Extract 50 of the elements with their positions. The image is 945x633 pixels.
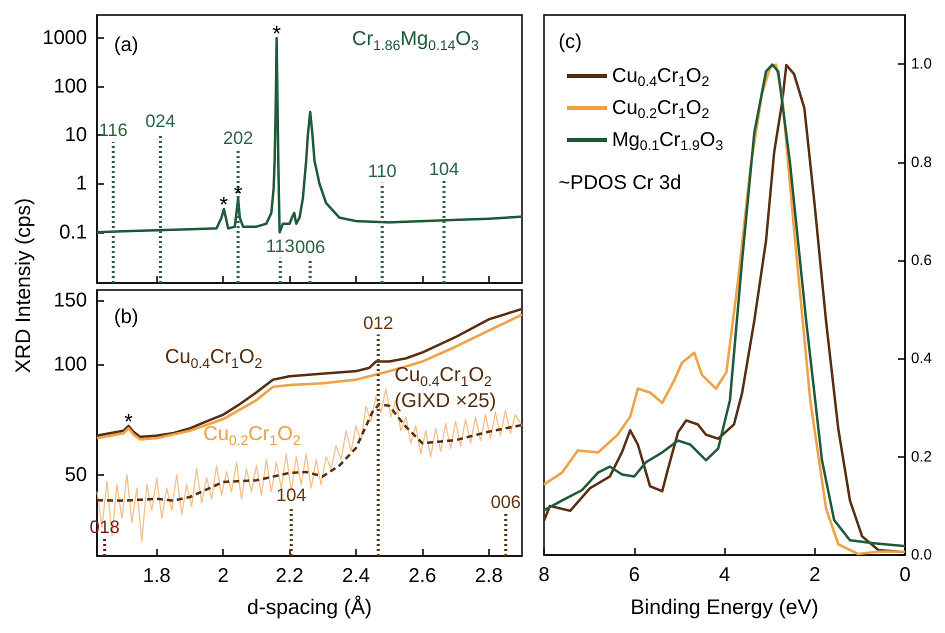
x-tick-label: 2.2 bbox=[276, 565, 304, 587]
y-tick-label: 0.4 bbox=[911, 350, 932, 368]
x-tick-label: 2 bbox=[809, 564, 820, 586]
x-tick-label: 0 bbox=[899, 564, 911, 586]
y-tick-label: 1 bbox=[76, 172, 87, 195]
y-tick-label: 0.1 bbox=[59, 221, 87, 244]
y-axis-title: XRD Intensiy (cps) bbox=[12, 198, 36, 374]
series-label: 104 bbox=[428, 158, 459, 180]
text: Cr$_{1.86}$Mg$_{0.14}$O$_{3}$ bbox=[352, 28, 480, 54]
series-label: 116 bbox=[98, 120, 128, 142]
annotation: * bbox=[220, 192, 228, 218]
x-axis-title: d-spacing (Å) bbox=[247, 596, 372, 620]
y-tick-label: 10 bbox=[64, 124, 87, 146]
annotation: (c) bbox=[558, 31, 582, 54]
y-tick-label: 0.0 bbox=[911, 546, 932, 564]
series-label: 110 bbox=[368, 160, 397, 182]
series-label: 202 bbox=[223, 128, 254, 150]
x-tick-label: 2.4 bbox=[342, 565, 370, 587]
y-tick-label: 0.2 bbox=[911, 448, 932, 466]
y-tick-label: 0.8 bbox=[911, 154, 932, 171]
series-label: 024 bbox=[145, 111, 176, 132]
series-label: 006 bbox=[490, 492, 521, 512]
y-tick-label: 1.0 bbox=[911, 56, 932, 73]
annotation: (b) bbox=[114, 306, 138, 328]
series-label: Cu$_{0.4}$Cr$_{1}$O$_{2}$ (GIXD ×25) bbox=[394, 364, 498, 412]
series-label: 113 bbox=[266, 236, 295, 257]
y-tick-label: 0.6 bbox=[911, 252, 932, 269]
series-label: Cu$_{0.4}$Cr$_{1}$O$_{2}$ bbox=[165, 346, 264, 372]
series-label: 006 bbox=[295, 237, 326, 258]
series-label: 012 bbox=[363, 312, 394, 334]
annotation: (a) bbox=[114, 34, 138, 56]
series-label: 104 bbox=[276, 485, 306, 506]
annotation: * bbox=[124, 408, 133, 434]
x-tick-label: 6 bbox=[628, 564, 640, 586]
x-tick-label: 2.8 bbox=[474, 565, 503, 587]
y-tick-label: 50 bbox=[64, 464, 87, 486]
x-axis-title: Binding Energy (eV) bbox=[630, 596, 818, 620]
y-tick-label: 150 bbox=[54, 289, 87, 312]
x-tick-label: 2 bbox=[218, 565, 229, 587]
x-tick-label: 4 bbox=[718, 564, 730, 586]
x-tick-label: 1.8 bbox=[142, 565, 171, 587]
annotation: * bbox=[272, 20, 281, 46]
x-tick-label: 2.6 bbox=[408, 565, 436, 587]
y-tick-label: 100 bbox=[54, 354, 87, 376]
series-label: Cu$_{0.2}$Cr$_{1}$O$_{2}$ bbox=[203, 423, 302, 448]
annotation: * bbox=[234, 181, 242, 206]
y-tick-label: 1000 bbox=[42, 27, 87, 50]
x-tick-label: 8 bbox=[538, 564, 550, 586]
annotation: ~PDOS Cr 3d bbox=[558, 172, 682, 194]
y-tick-label: 100 bbox=[54, 76, 87, 98]
